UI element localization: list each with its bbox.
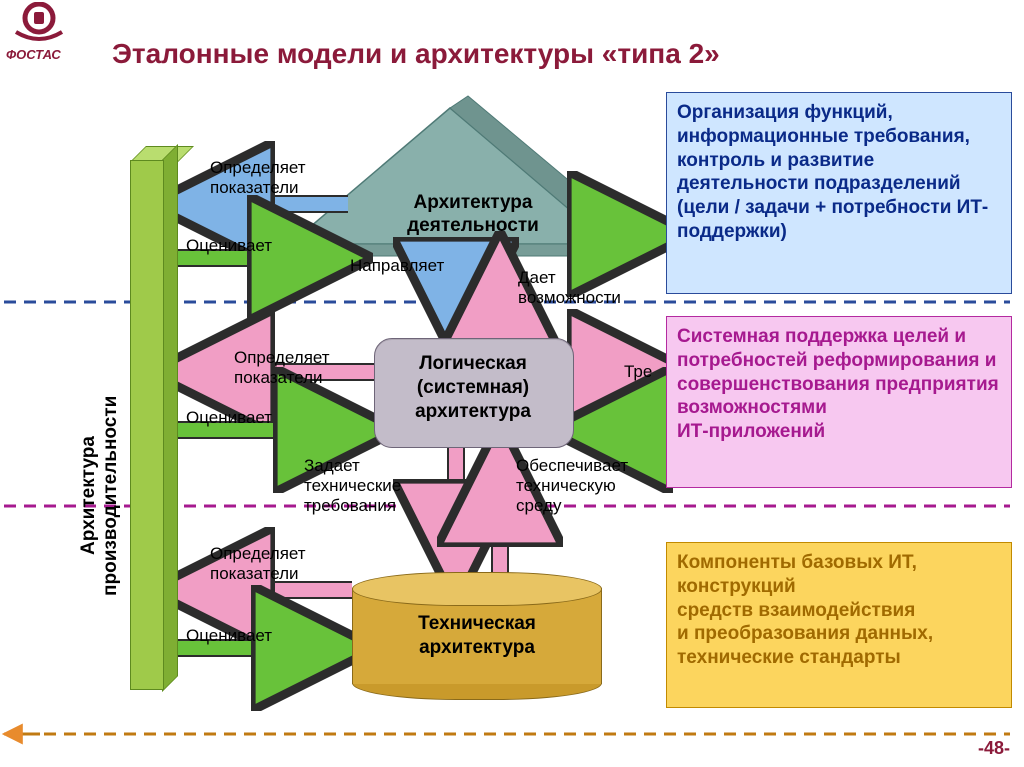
panel-blue: Организация функций, информационные треб… [666, 92, 1012, 294]
lbl-sets-tech: Задает технические требования [304, 456, 401, 516]
left-bar [130, 160, 164, 690]
diagram-stage: ФОСТАС Эталонные модели и архитектуры «т… [0, 0, 1024, 767]
pyramid-label: Архитектура деятельности [388, 192, 558, 238]
lbl-def3: Определяет показатели [210, 544, 306, 584]
lbl-req-short: Тре [624, 362, 652, 382]
lbl-gives: Дает возможности [518, 268, 621, 308]
left-bar-label: Архитектура производительности [78, 356, 122, 636]
lbl-directs: Направляет [350, 256, 444, 276]
lbl-def2: Определяет показатели [234, 348, 330, 388]
panel-yellow: Компоненты базовых ИТ, конструкций средс… [666, 542, 1012, 708]
panel-pink: Системная поддержка целей и потребностей… [666, 316, 1012, 488]
page-number: -48- [978, 738, 1010, 759]
lbl-eval1: Оценивает [186, 236, 272, 256]
lbl-provides-env: Обеспечивает техническую среду [516, 456, 628, 516]
logic-box-label: Логическая (системная) архитектура [374, 352, 572, 423]
cylinder-label: Техническая архитектура [352, 612, 602, 660]
lbl-def1: Определяет показатели [210, 158, 306, 198]
lbl-eval3: Оценивает [186, 626, 272, 646]
lbl-eval2: Оценивает [186, 408, 272, 428]
